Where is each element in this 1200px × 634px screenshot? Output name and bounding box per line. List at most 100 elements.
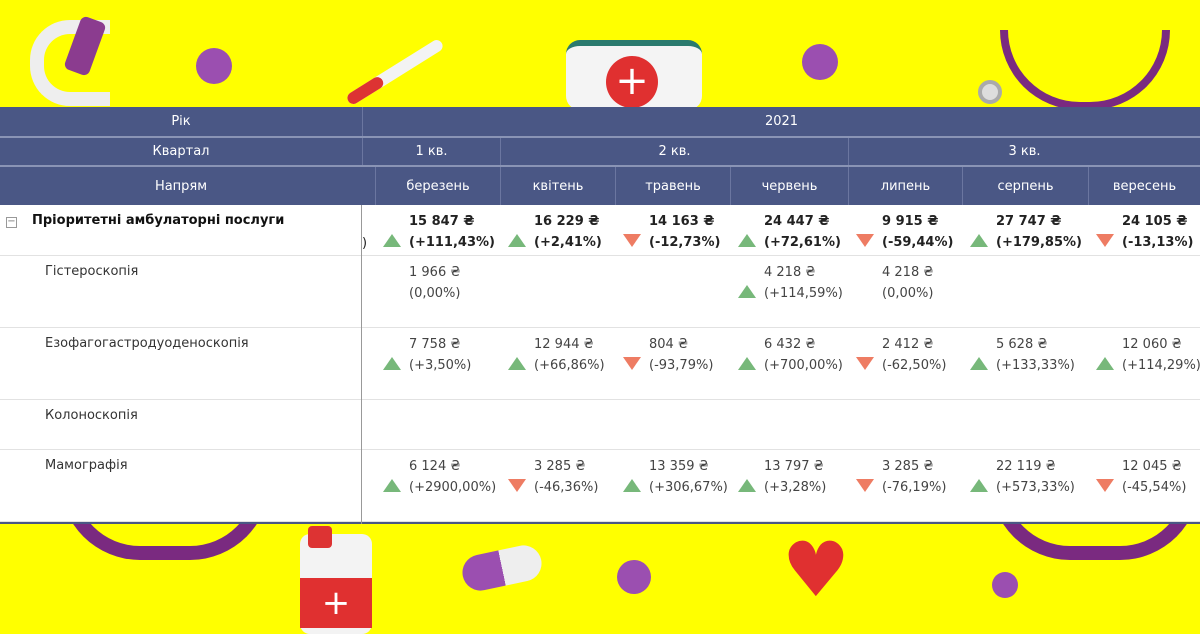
cell-value: 13 797 ₴ bbox=[764, 459, 824, 474]
cell-value: 12 045 ₴ bbox=[1122, 459, 1182, 474]
cell-value: 12 944 ₴ bbox=[534, 337, 594, 352]
value-cell: 1 966 ₴ (0,00%) bbox=[375, 256, 500, 327]
cell-value: 27 747 ₴ bbox=[996, 214, 1062, 229]
arrow-up-icon bbox=[970, 234, 988, 247]
header-row-quarter: Квартал 1 кв. 2 кв. 3 кв. bbox=[0, 138, 1200, 167]
cell-change: (0,00%) bbox=[409, 286, 461, 301]
header-row-year: Рік 2021 bbox=[0, 107, 1200, 138]
arrow-up-icon bbox=[383, 479, 401, 492]
cell-value: 4 218 ₴ bbox=[764, 265, 816, 280]
cell-change: (+114,29%) bbox=[1122, 358, 1200, 373]
arrow-down-icon bbox=[856, 479, 874, 492]
table-row: Колоноскопія bbox=[0, 400, 1200, 450]
cell-value: 804 ₴ bbox=[649, 337, 689, 352]
cell-change: (+2900,00%) bbox=[409, 480, 497, 495]
cell-value: 13 359 ₴ bbox=[649, 459, 709, 474]
cell-change: (+111,43%) bbox=[409, 235, 495, 250]
cell-change: (-93,79%) bbox=[649, 358, 714, 373]
cell-text: 12 944 ₴ (+66,86%) bbox=[534, 334, 626, 376]
month-header[interactable]: липень bbox=[848, 167, 962, 205]
arrow-up-icon bbox=[970, 357, 988, 370]
cell-value: 12 060 ₴ bbox=[1122, 337, 1182, 352]
direction-header-label: Напрям bbox=[154, 178, 208, 194]
cell-text: 1 966 ₴ (0,00%) bbox=[409, 262, 501, 304]
cell-value: 24 447 ₴ bbox=[764, 214, 830, 229]
cell-text: 12 060 ₴ (+114,29%) bbox=[1122, 334, 1200, 376]
month-header[interactable]: серпень bbox=[962, 167, 1088, 205]
cell-value: 4 218 ₴ bbox=[882, 265, 934, 280]
arrow-up-icon bbox=[383, 234, 401, 247]
cell-change: (0,00%) bbox=[882, 286, 934, 301]
cell-value: 7 758 ₴ bbox=[409, 337, 461, 352]
cell-text: 3 285 ₴ (-46,36%) bbox=[534, 456, 626, 498]
row-label: Мамографія bbox=[45, 458, 128, 473]
cell-text: 6 432 ₴ (+700,00%) bbox=[764, 334, 856, 376]
heart-icon: ♥ bbox=[781, 525, 851, 614]
month-header[interactable]: вересень bbox=[1088, 167, 1200, 205]
value-cell: 3 285 ₴ (-76,19%) bbox=[848, 450, 962, 521]
cell-change: (+3,50%) bbox=[409, 358, 472, 373]
arrow-up-icon bbox=[623, 479, 641, 492]
stethoscope-head-icon bbox=[978, 80, 1002, 104]
quarter-header: 3 кв. bbox=[848, 138, 1200, 165]
arrow-up-icon bbox=[738, 234, 756, 247]
arrow-down-icon bbox=[623, 234, 641, 247]
year-header-value: 2021 bbox=[362, 107, 1200, 136]
decor-circle bbox=[992, 572, 1018, 598]
cell-text: 13 797 ₴ (+3,28%) bbox=[764, 456, 856, 498]
arrow-down-icon bbox=[508, 479, 526, 492]
value-cell: 24 447 ₴ (+72,61%) bbox=[730, 205, 848, 255]
arrow-up-icon bbox=[738, 357, 756, 370]
value-cell: 3 285 ₴ (-46,36%) bbox=[500, 450, 615, 521]
cell-text: 6 124 ₴ (+2900,00%) bbox=[409, 456, 501, 498]
arrow-down-icon bbox=[1096, 234, 1114, 247]
row-label: Езофагогастродуоденоскопія bbox=[45, 336, 249, 351]
quarter-header: 2 кв. bbox=[500, 138, 848, 165]
value-cell: 13 797 ₴ (+3,28%) bbox=[730, 450, 848, 521]
value-cell: 4 218 ₴ (0,00%) bbox=[848, 256, 962, 327]
month-header[interactable]: травень bbox=[615, 167, 730, 205]
arrow-down-icon bbox=[856, 357, 874, 370]
cell-text: 15 847 ₴ (+111,43%) bbox=[409, 211, 501, 253]
quarter-header-label: Квартал bbox=[152, 144, 210, 159]
month-header[interactable]: квітень bbox=[500, 167, 615, 205]
month-header[interactable]: червень bbox=[730, 167, 848, 205]
value-cell: 6 124 ₴ (+2900,00%) bbox=[375, 450, 500, 521]
cell-value: 3 285 ₴ bbox=[882, 459, 934, 474]
cell-change: (-45,54%) bbox=[1122, 480, 1187, 495]
table-row: Езофагогастродуоденоскопія 7 758 ₴ (+3,50%… bbox=[0, 328, 1200, 400]
decor-circle bbox=[802, 44, 838, 80]
cell-text: 7 758 ₴ (+3,50%) bbox=[409, 334, 501, 376]
arrow-up-icon bbox=[508, 234, 526, 247]
arrow-up-icon bbox=[738, 479, 756, 492]
table-row: Мамографія 6 124 ₴ (+2900,00%) 3 285 ₴ (-46,… bbox=[0, 450, 1200, 522]
cell-text: 24 447 ₴ (+72,61%) bbox=[764, 211, 856, 253]
medicine-bottle-icon: + bbox=[300, 526, 372, 634]
cell-change: (+72,61%) bbox=[764, 235, 841, 250]
cell-text: 9 915 ₴ (-59,44%) bbox=[882, 211, 974, 253]
thermometer-icon bbox=[345, 37, 445, 107]
cell-change: (-13,13%) bbox=[1122, 235, 1194, 250]
cell-change: (+179,85%) bbox=[996, 235, 1082, 250]
row-label: Гістероскопія bbox=[45, 264, 139, 279]
decor-circle bbox=[196, 48, 232, 84]
value-cell: 12 944 ₴ (+66,86%) bbox=[500, 328, 615, 399]
value-cell: 14 163 ₴ (-12,73%) bbox=[615, 205, 730, 255]
cell-value: 6 432 ₴ bbox=[764, 337, 816, 352]
cell-value: 3 285 ₴ bbox=[534, 459, 586, 474]
arrow-down-icon bbox=[623, 357, 641, 370]
value-cell: 22 119 ₴ (+573,33%) bbox=[962, 450, 1088, 521]
cell-value: 6 124 ₴ bbox=[409, 459, 461, 474]
cell-change: (+66,86%) bbox=[534, 358, 605, 373]
collapse-icon[interactable]: − bbox=[6, 216, 17, 228]
frozen-column-divider bbox=[361, 205, 362, 524]
arrow-up-icon bbox=[383, 357, 401, 370]
cell-text: 27 747 ₴ (+179,85%) bbox=[996, 211, 1088, 253]
value-cell: 9 915 ₴ (-59,44%) bbox=[848, 205, 962, 255]
cell-change: (+700,00%) bbox=[764, 358, 843, 373]
month-header[interactable]: березень bbox=[375, 167, 500, 205]
table-row: Гістероскопія 1 966 ₴ (0,00%) 4 218 ₴ (+114,… bbox=[0, 256, 1200, 328]
value-cell: 2 412 ₴ (-62,50%) bbox=[848, 328, 962, 399]
cell-value: 5 628 ₴ bbox=[996, 337, 1048, 352]
cell-text: 22 119 ₴ (+573,33%) bbox=[996, 456, 1088, 498]
